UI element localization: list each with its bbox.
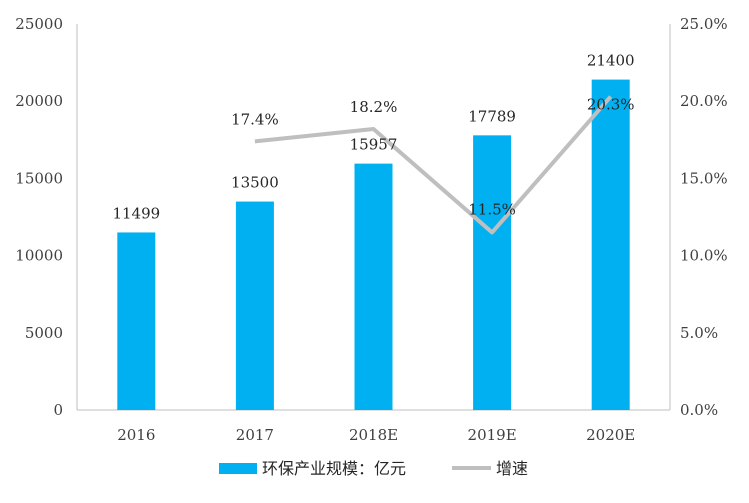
x-tick-label: 2019E xyxy=(468,426,517,444)
right-tick-label: 25.0% xyxy=(680,15,728,33)
legend-swatch-bar xyxy=(219,463,257,474)
bar xyxy=(591,79,630,411)
legend-label-line: 增速 xyxy=(496,459,528,478)
growth-line xyxy=(254,95,613,235)
data-labels: 11499 13500 15957 17789 21400 17.4% 18.2% 11.5%… xyxy=(112,52,634,223)
bar xyxy=(117,232,156,410)
legend-label-bar: 环保产业规模：亿元 xyxy=(262,459,406,478)
right-tick-label: 5.0% xyxy=(680,324,718,342)
x-tick-label: 2017 xyxy=(236,426,274,444)
left-tick-label: 20000 xyxy=(15,92,63,110)
right-tick-label: 10.0% xyxy=(680,247,728,265)
bar-value-label: 15957 xyxy=(350,136,398,154)
line-value-label: 20.3% xyxy=(587,96,635,114)
bar-value-label: 21400 xyxy=(587,52,635,70)
bar-series xyxy=(117,79,630,411)
bar-value-label: 11499 xyxy=(112,204,160,222)
right-tick-label: 0.0% xyxy=(680,401,718,419)
line-value-label: 11.5% xyxy=(468,200,516,218)
line-series xyxy=(254,95,613,235)
bar-value-label: 13500 xyxy=(231,174,279,192)
axes: 0 5000 10000 15000 20000 25000 0.0% 5.0% 10.0% 15… xyxy=(15,15,727,444)
right-tick-label: 20.0% xyxy=(680,92,728,110)
bar xyxy=(235,201,274,410)
x-tick-label: 2018E xyxy=(349,426,398,444)
left-tick-label: 15000 xyxy=(15,169,63,187)
x-tick-label: 2020E xyxy=(586,426,635,444)
bar xyxy=(354,163,393,410)
bar xyxy=(473,135,512,411)
line-value-label: 17.4% xyxy=(231,110,279,128)
left-tick-label: 0 xyxy=(53,401,63,419)
right-tick-label: 15.0% xyxy=(680,169,728,187)
left-tick-label: 25000 xyxy=(15,15,63,33)
left-tick-label: 5000 xyxy=(25,324,63,342)
legend: 环保产业规模：亿元 增速 xyxy=(219,459,528,478)
bar-value-label: 17789 xyxy=(468,107,516,125)
left-tick-label: 10000 xyxy=(15,247,63,265)
x-tick-label: 2016 xyxy=(117,426,155,444)
line-value-label: 18.2% xyxy=(350,98,398,116)
